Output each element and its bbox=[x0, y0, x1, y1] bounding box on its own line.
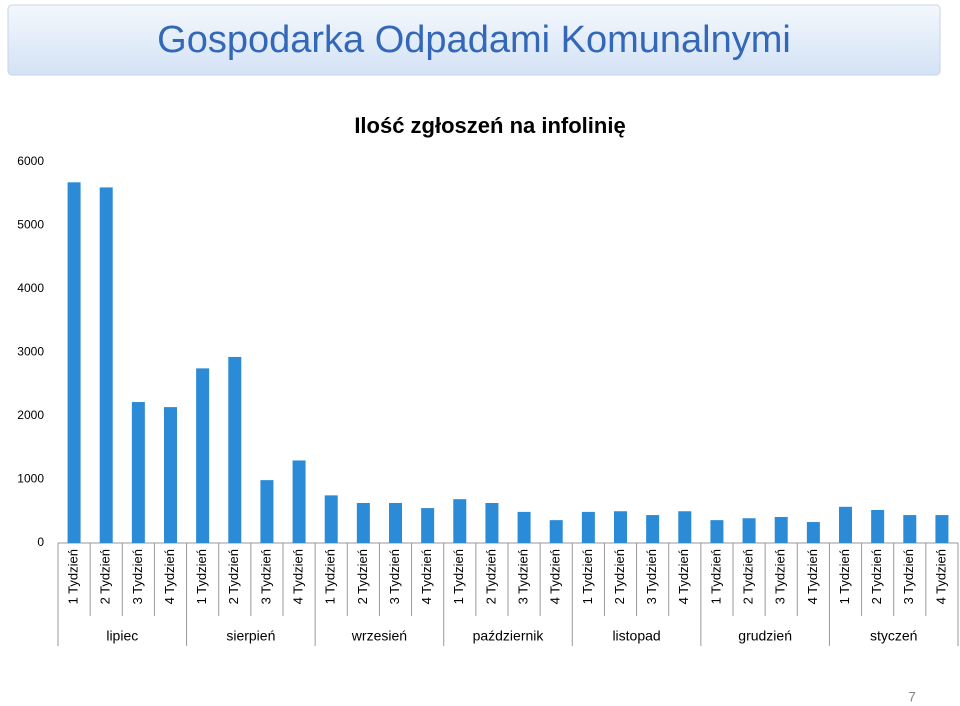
x-tick-label: 1 Tydzień bbox=[708, 549, 723, 604]
x-tick-label: 1 Tydzień bbox=[837, 549, 852, 604]
y-tick-label: 3000 bbox=[17, 345, 44, 359]
x-tick-label: 2 Tydzień bbox=[869, 549, 884, 604]
x-tick-label: 3 Tydzień bbox=[773, 549, 788, 604]
x-tick-label: 4 Tydzień bbox=[548, 549, 563, 604]
bar bbox=[292, 460, 306, 543]
bar bbox=[742, 518, 756, 543]
x-tick-label: 3 Tydzień bbox=[130, 549, 145, 604]
bar bbox=[710, 520, 724, 543]
group-label: listopad bbox=[612, 628, 660, 644]
bar bbox=[581, 511, 595, 543]
x-tick-label: 2 Tydzień bbox=[741, 549, 756, 604]
bar bbox=[356, 502, 370, 543]
group-label: wrzesień bbox=[351, 628, 407, 644]
x-tick-label: 3 Tydzień bbox=[644, 549, 659, 604]
x-tick-label: 1 Tydzień bbox=[194, 549, 209, 604]
bar bbox=[903, 515, 917, 543]
x-tick-label: 2 Tydzień bbox=[226, 549, 241, 604]
x-tick-label: 1 Tydzień bbox=[580, 549, 595, 604]
bar bbox=[99, 187, 113, 543]
bar bbox=[646, 515, 660, 543]
bar bbox=[871, 509, 885, 543]
bar bbox=[614, 511, 627, 543]
bar bbox=[935, 515, 949, 543]
bar bbox=[806, 522, 820, 543]
bar bbox=[678, 511, 692, 543]
x-tick-label: 3 Tydzień bbox=[516, 549, 531, 604]
group-label: sierpień bbox=[226, 628, 275, 644]
x-tick-label: 4 Tydzień bbox=[419, 549, 434, 604]
x-tick-label: 4 Tydzień bbox=[162, 549, 177, 604]
x-tick-label: 4 Tydzień bbox=[291, 549, 306, 604]
group-label: grudzień bbox=[738, 628, 792, 644]
bar bbox=[839, 506, 852, 543]
bar bbox=[517, 511, 531, 543]
x-tick-label: 4 Tydzień bbox=[933, 549, 948, 604]
x-tick-label: 1 Tydzień bbox=[323, 549, 338, 604]
x-tick-label: 4 Tydzień bbox=[805, 549, 820, 604]
bar bbox=[485, 502, 499, 543]
bar bbox=[196, 368, 210, 543]
x-tick-label: 2 Tydzień bbox=[98, 549, 113, 604]
bar bbox=[228, 356, 242, 543]
y-tick-label: 1000 bbox=[17, 472, 44, 486]
y-tick-label: 2000 bbox=[17, 408, 44, 422]
bar bbox=[453, 499, 467, 543]
y-tick-label: 5000 bbox=[17, 218, 44, 232]
y-tick-label: 4000 bbox=[17, 281, 44, 295]
bar bbox=[389, 502, 402, 543]
group-label: lipiec bbox=[106, 628, 138, 644]
header-title: Gospodarka Odpadami Komunalnymi bbox=[157, 19, 791, 61]
y-tick-label: 0 bbox=[37, 535, 44, 549]
x-tick-label: 3 Tydzień bbox=[901, 549, 916, 604]
chart-title: Ilość zgłoszeń na infolinię bbox=[354, 113, 625, 138]
bar bbox=[260, 480, 274, 543]
bar bbox=[774, 516, 788, 543]
bar bbox=[324, 495, 338, 543]
group-label: styczeń bbox=[870, 628, 917, 644]
x-tick-label: 2 Tydzień bbox=[612, 549, 627, 604]
bar bbox=[164, 407, 177, 543]
bar bbox=[67, 182, 81, 543]
bar bbox=[421, 508, 435, 543]
group-label: październik bbox=[473, 628, 545, 644]
x-tick-label: 1 Tydzień bbox=[451, 549, 466, 604]
bar bbox=[131, 402, 145, 543]
x-tick-label: 2 Tydzień bbox=[355, 549, 370, 604]
page-number: 7 bbox=[908, 689, 916, 705]
x-tick-label: 3 Tydzień bbox=[387, 549, 402, 604]
bar bbox=[549, 520, 563, 543]
x-tick-label: 1 Tydzień bbox=[66, 549, 81, 604]
y-tick-label: 6000 bbox=[17, 154, 44, 168]
x-tick-label: 4 Tydzień bbox=[676, 549, 691, 604]
x-tick-label: 2 Tydzień bbox=[483, 549, 498, 604]
x-tick-label: 3 Tydzień bbox=[258, 549, 273, 604]
header-banner bbox=[7, 4, 941, 76]
